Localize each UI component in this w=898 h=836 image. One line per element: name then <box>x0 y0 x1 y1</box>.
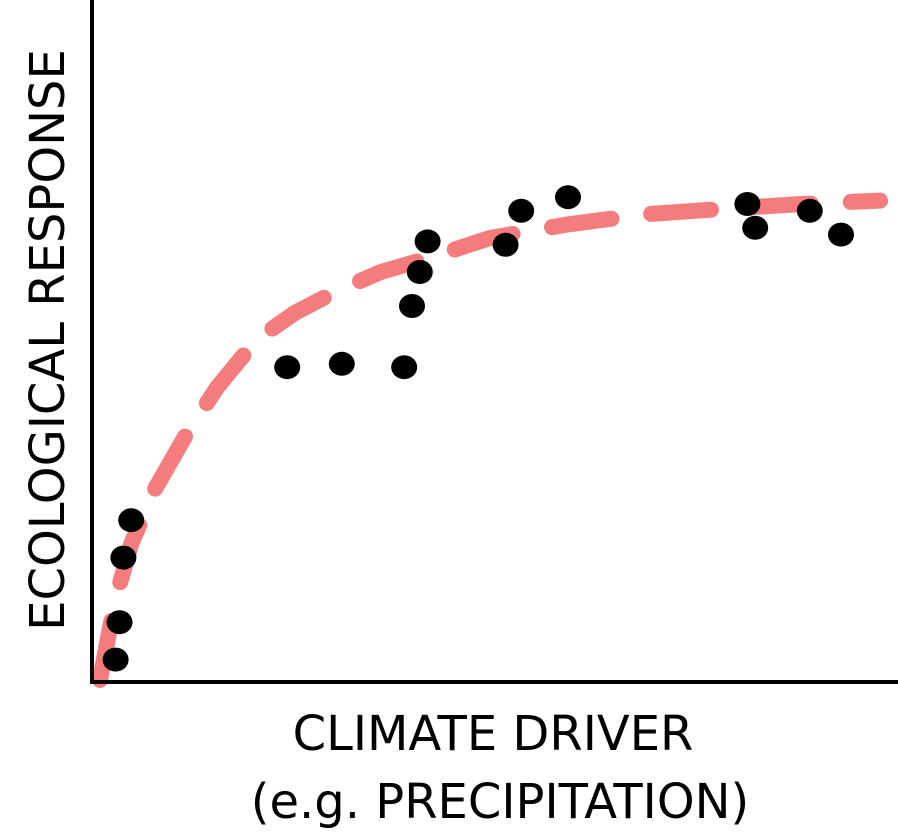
y-axis-label: ECOLOGICAL RESPONSE <box>20 49 76 631</box>
data-point <box>414 229 441 254</box>
x-axis-label: CLIMATE DRIVER <box>293 706 694 762</box>
data-point <box>828 222 854 247</box>
data-points-layer <box>102 185 854 672</box>
data-point <box>742 215 769 240</box>
data-point <box>734 192 761 216</box>
trend-line-layer <box>92 192 888 688</box>
data-point <box>555 185 581 210</box>
data-point <box>399 294 425 318</box>
data-point <box>391 355 418 380</box>
x-axis-label-line2: (e.g. PRECIPITATION) <box>251 774 750 830</box>
data-point <box>492 232 519 257</box>
data-point <box>102 647 129 672</box>
data-point <box>118 508 145 533</box>
data-point <box>796 198 823 223</box>
data-point <box>106 610 133 635</box>
data-point <box>508 198 535 223</box>
data-point <box>110 545 137 570</box>
data-point <box>274 355 301 380</box>
data-point <box>406 260 433 284</box>
trend-line <box>92 192 888 688</box>
data-point <box>328 351 355 376</box>
